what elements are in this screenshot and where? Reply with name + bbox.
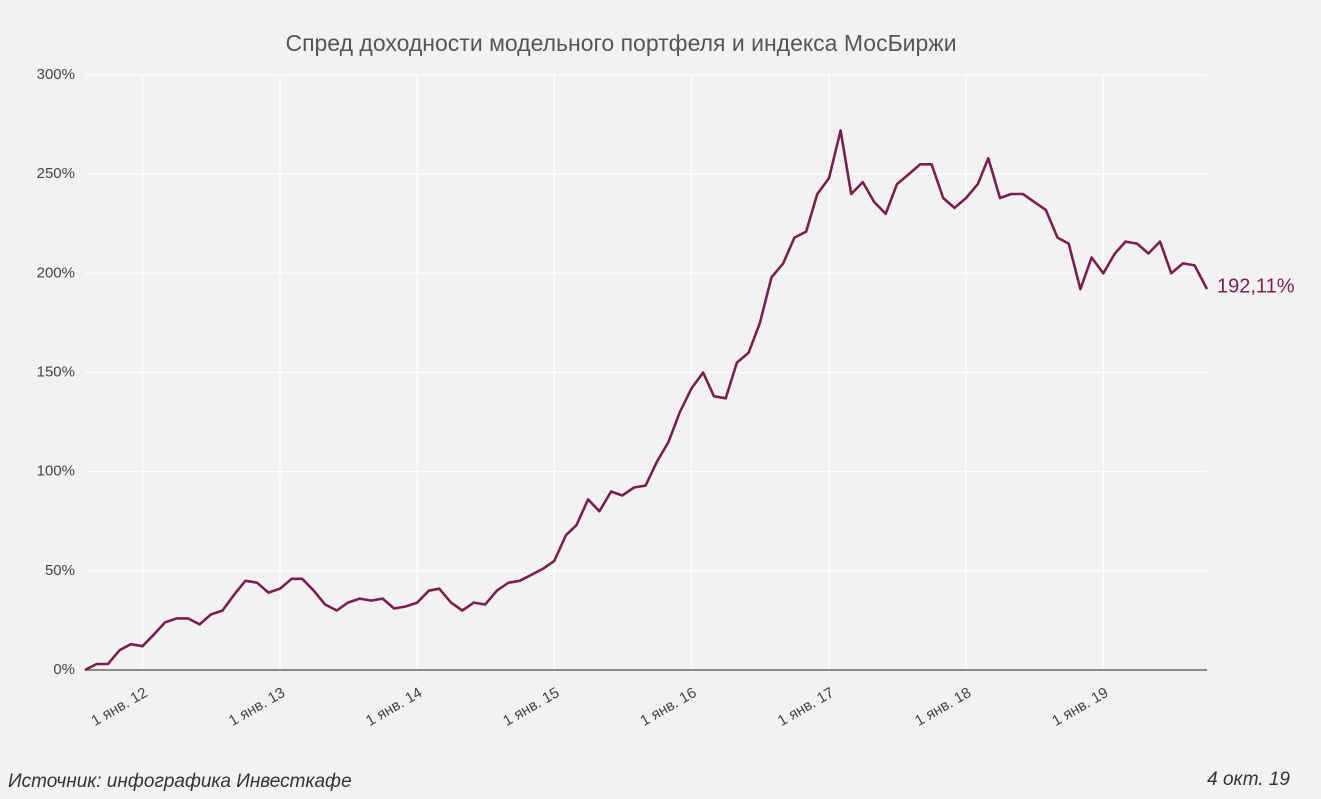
y-tick-label: 100% (37, 463, 75, 480)
y-tick-label: 50% (45, 562, 75, 579)
series-line (84, 129, 1209, 672)
y-tick-label: 150% (37, 363, 75, 380)
y-tick-label: 0% (53, 661, 75, 678)
y-tick-label: 250% (37, 165, 75, 182)
source: Источник: инфографика Инвесткафе (8, 771, 352, 792)
value-label: 192,11% (1217, 275, 1295, 297)
chart-title: Спред доходности модельного портфеля и и… (285, 30, 956, 56)
y-tick-label: 200% (37, 264, 75, 281)
y-tick-label: 300% (37, 66, 75, 83)
date: 4 окт. 19 (1207, 769, 1290, 790)
